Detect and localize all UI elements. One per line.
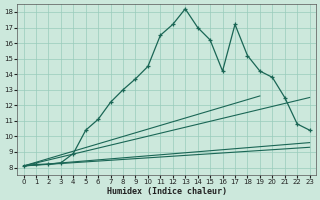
X-axis label: Humidex (Indice chaleur): Humidex (Indice chaleur): [107, 187, 227, 196]
